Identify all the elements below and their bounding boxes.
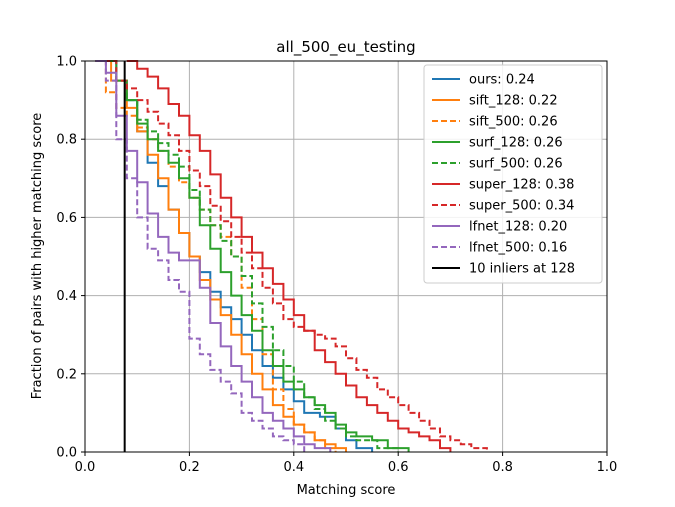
x-tick-label: 0.4 (283, 460, 304, 475)
legend-box (423, 64, 603, 284)
legend-label: surf_128: 0.26 (469, 136, 563, 151)
series-line-8 (95, 60, 306, 452)
x-tick-label: 1.0 (597, 460, 618, 475)
plot-frame (84, 60, 608, 453)
y-tick-label: 0.2 (56, 367, 77, 382)
y-tick-label: 0.4 (56, 289, 77, 304)
y-tick-label: 1.0 (56, 55, 77, 70)
x-tick-label: 0.0 (75, 460, 96, 475)
x-tick-label: 0.6 (388, 460, 409, 475)
series-line-6 (95, 60, 488, 452)
series-line-1 (95, 60, 347, 452)
plot-lines (95, 60, 488, 452)
legend-label: lfnet_500: 0.16 (469, 241, 567, 256)
legend-label: 10 inliers at 128 (469, 262, 575, 277)
series-line-7 (95, 60, 332, 452)
y-tick-label: 0.0 (56, 446, 77, 461)
x-tick-label: 0.2 (179, 460, 200, 475)
series-line-4 (95, 60, 400, 452)
legend: ours: 0.24 sift_128: 0.22 sift_500: 0.26 su… (423, 64, 603, 284)
legend-label: surf_500: 0.26 (469, 157, 563, 172)
x-tick-label: 0.8 (492, 460, 513, 475)
axes: 0.0 0.2 0.4 0.6 0.8 1.0 0.0 0.2 0.4 0.6 0.8 1.0 (56, 55, 617, 476)
legend-label: ours: 0.24 (469, 73, 535, 88)
chart-title: all_500_eu_testing (276, 38, 415, 57)
y-axis-label: Fraction of pairs with higher matching s… (30, 113, 45, 400)
legend-label: super_128: 0.38 (469, 178, 574, 193)
legend-label: sift_500: 0.26 (469, 115, 558, 130)
y-tick-label: 0.6 (56, 211, 77, 226)
legend-label: sift_128: 0.22 (469, 94, 558, 109)
series-line-5 (126, 60, 452, 452)
x-axis-label: Matching score (297, 483, 396, 498)
legend-label: super_500: 0.34 (469, 199, 574, 214)
legend-label: lfnet_128: 0.20 (469, 220, 567, 235)
y-tick-label: 0.8 (56, 133, 77, 148)
